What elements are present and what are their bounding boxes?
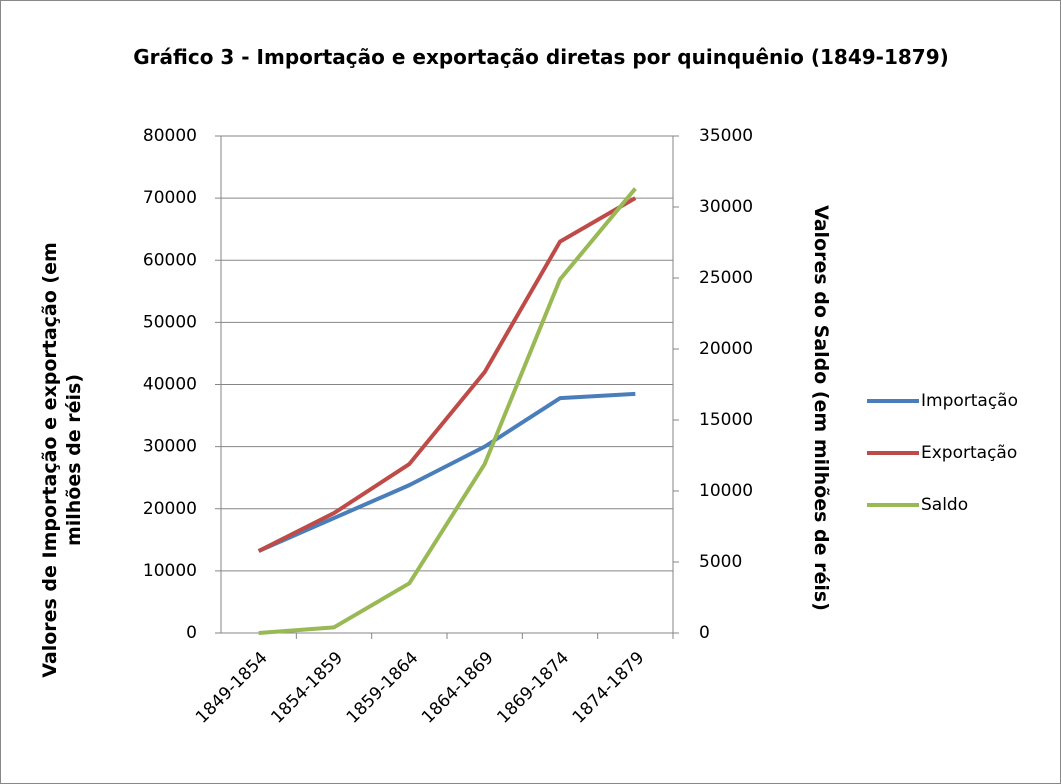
- y2-tick-label: 10000: [699, 481, 753, 501]
- y-tick-label: 0: [186, 623, 197, 643]
- y2-tick-label: 30000: [699, 197, 753, 217]
- y2-tick-label: 25000: [699, 268, 753, 288]
- y2-tick-label: 20000: [699, 339, 753, 359]
- legend-label: Exportação: [921, 443, 1017, 463]
- y-tick-label: 20000: [143, 499, 197, 519]
- x-tick-label: 1864-1869: [418, 648, 498, 728]
- y2-tick-label: 0: [699, 623, 710, 643]
- y2-axis-label: Valores do Saldo (em milhões de réis): [810, 205, 832, 611]
- line: [257, 391, 636, 553]
- y-tick-label: 40000: [143, 375, 197, 395]
- y-tick-label: 70000: [143, 188, 197, 208]
- line: [258, 187, 637, 635]
- x-tick-label: 1859-1864: [343, 648, 423, 728]
- chart-title: Gráfico 3 - Importação e exportação dire…: [133, 45, 949, 69]
- line: [257, 196, 637, 553]
- x-tick-label: 1874-1879: [569, 648, 649, 728]
- x-tick-label: 1854-1859: [267, 648, 347, 728]
- legend-label: Saldo: [921, 495, 968, 515]
- y2-tick-label: 15000: [699, 410, 753, 430]
- y-tick-label: 10000: [143, 561, 197, 581]
- x-tick-label: 1849-1854: [192, 648, 272, 728]
- y-tick-label: 30000: [143, 437, 197, 457]
- y-axis-label: Valores de Importação e exportação (em m…: [39, 242, 85, 678]
- x-tick-label: 1869-1874: [493, 648, 573, 728]
- y-tick-label: 80000: [143, 126, 197, 146]
- y2-tick-label: 35000: [699, 126, 753, 146]
- y-tick-label: 60000: [143, 250, 197, 270]
- y-tick-label: 50000: [143, 312, 197, 332]
- y2-tick-label: 5000: [699, 552, 742, 572]
- legend-label: Importação: [921, 391, 1018, 411]
